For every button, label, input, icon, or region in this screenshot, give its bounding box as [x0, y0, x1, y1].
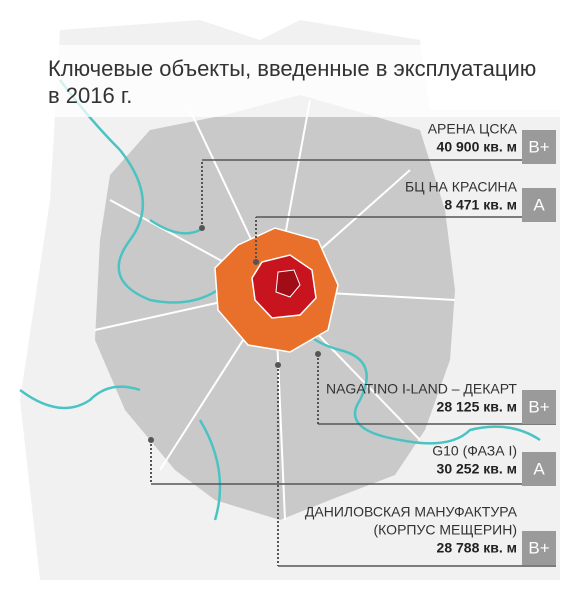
location-dot	[199, 225, 205, 231]
object-name: ДАНИЛОВСКАЯ МАНУФАКТУРА	[305, 504, 518, 520]
class-label: A	[533, 459, 545, 478]
object-area: 28 788 кв. м	[437, 540, 517, 556]
object-name: (КОРПУС МЕЩЕРИН)	[374, 522, 517, 538]
class-badge	[522, 452, 556, 486]
object-area: 30 252 кв. м	[437, 461, 517, 477]
title: Ключевые объекты, введенные в эксплуатац…	[48, 56, 536, 81]
class-label: B+	[528, 538, 549, 557]
class-badge	[522, 390, 556, 424]
class-label: B+	[528, 137, 549, 156]
class-label: B+	[528, 397, 549, 416]
object-area: 8 471 кв. м	[444, 197, 517, 213]
object-name: БЦ НА КРАСИНА	[405, 179, 518, 195]
class-badge	[522, 130, 556, 164]
class-badge	[522, 531, 556, 565]
location-dot	[148, 437, 154, 443]
center	[275, 269, 301, 298]
location-dot	[253, 259, 259, 265]
class-badge	[522, 188, 556, 222]
object-area: 28 125 кв. м	[437, 399, 517, 415]
title: в 2016 г.	[48, 83, 132, 108]
object-name: АРЕНА ЦСКА	[428, 121, 518, 137]
object-area: 40 900 кв. м	[437, 139, 517, 155]
object-name: NAGATINO I-LAND – ДЕКАРТ	[326, 381, 517, 397]
location-dot	[275, 362, 281, 368]
title-band	[0, 45, 574, 117]
object-name: G10 (ФАЗА I)	[432, 443, 517, 459]
class-label: A	[533, 195, 545, 214]
location-dot	[315, 351, 321, 357]
